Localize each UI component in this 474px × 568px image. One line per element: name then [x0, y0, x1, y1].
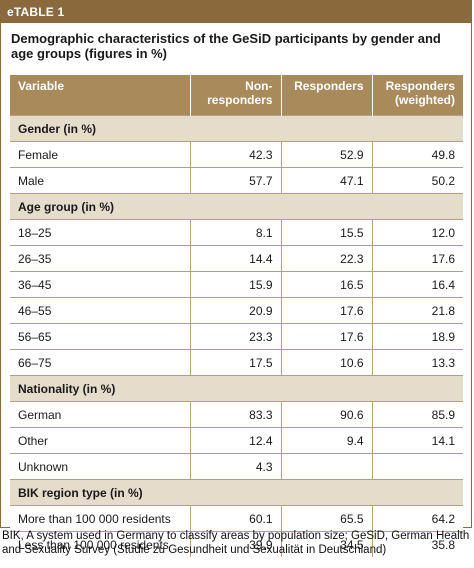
value-nonresponders: 15.9	[189, 271, 281, 298]
value-responders: 9.4	[280, 427, 372, 454]
value-responders: 34.5	[280, 531, 372, 557]
header-variable: Variable	[10, 75, 190, 116]
value-nonresponders: 42.3	[189, 141, 281, 168]
row-label: Unknown	[10, 453, 190, 480]
table-caption: Demographic characteristics of the GeSiD…	[11, 31, 441, 61]
table-row: 66–75 17.5 10.6 13.3	[10, 349, 463, 376]
table-frame: eTABLE 1 Demographic characteristics of …	[0, 0, 472, 557]
table-row: Less than 100 000 residents 39.9 34.5 35.8	[10, 531, 463, 557]
table-row: Other 12.4 9.4 14.1	[10, 427, 463, 454]
row-label: 56–65	[10, 323, 190, 350]
table-row: German 83.3 90.6 85.9	[10, 401, 463, 428]
value-responders-weighted: 17.6	[371, 245, 463, 272]
value-responders-weighted: 13.3	[371, 349, 463, 376]
value-responders: 65.5	[280, 505, 372, 532]
value-responders: 22.3	[280, 245, 372, 272]
table-row: 46–55 20.9 17.6 21.8	[10, 297, 463, 324]
value-responders	[280, 453, 372, 480]
row-label: 66–75	[10, 349, 190, 376]
header-responders: Responders	[280, 75, 372, 116]
value-nonresponders: 60.1	[189, 505, 281, 532]
value-responders-weighted: 49.8	[371, 141, 463, 168]
section-title: BIK region type (in %)	[10, 479, 463, 506]
row-label: 18–25	[10, 219, 190, 246]
value-nonresponders: 17.5	[189, 349, 281, 376]
row-label: Male	[10, 167, 190, 194]
table-row: 36–45 15.9 16.5 16.4	[10, 271, 463, 298]
value-responders: 17.6	[280, 323, 372, 350]
demographics-table: Variable Non- responders Responders Resp…	[10, 75, 463, 557]
header-responders-weighted: Responders (weighted)	[371, 75, 463, 116]
row-label: 26–35	[10, 245, 190, 272]
section-title: Nationality (in %)	[10, 375, 463, 402]
row-label: Other	[10, 427, 190, 454]
section-row: Nationality (in %)	[10, 375, 463, 402]
value-responders-weighted: 85.9	[371, 401, 463, 428]
value-responders-weighted	[371, 453, 463, 480]
table-row: 18–25 8.1 15.5 12.0	[10, 219, 463, 246]
table-row: 26–35 14.4 22.3 17.6	[10, 245, 463, 272]
table-footnote: BIK, A system used in Germany to classif…	[2, 530, 470, 556]
value-responders: 47.1	[280, 167, 372, 194]
section-row: Gender (in %)	[10, 115, 463, 142]
value-responders: 90.6	[280, 401, 372, 428]
value-responders-weighted: 18.9	[371, 323, 463, 350]
section-title: Age group (in %)	[10, 193, 463, 220]
value-responders: 10.6	[280, 349, 372, 376]
row-label: Less than 100 000 residents	[10, 531, 190, 557]
row-label: German	[10, 401, 190, 428]
value-nonresponders: 57.7	[189, 167, 281, 194]
row-label: More than 100 000 residents	[10, 505, 190, 532]
row-label: 36–45	[10, 271, 190, 298]
value-responders-weighted: 21.8	[371, 297, 463, 324]
value-nonresponders: 23.3	[189, 323, 281, 350]
value-responders-weighted: 50.2	[371, 167, 463, 194]
header-nonresponders: Non- responders	[189, 75, 281, 116]
value-responders-weighted: 14.1	[371, 427, 463, 454]
table-row: 56–65 23.3 17.6 18.9	[10, 323, 463, 350]
table-row: Female 42.3 52.9 49.8	[10, 141, 463, 168]
section-row: Age group (in %)	[10, 193, 463, 220]
value-responders-weighted: 12.0	[371, 219, 463, 246]
value-responders: 52.9	[280, 141, 372, 168]
row-label: 46–55	[10, 297, 190, 324]
value-responders: 16.5	[280, 271, 372, 298]
table-row: Unknown 4.3	[10, 453, 463, 480]
value-nonresponders: 20.9	[189, 297, 281, 324]
table-row: Male 57.7 47.1 50.2	[10, 167, 463, 194]
table-row: More than 100 000 residents 60.1 65.5 64.2	[10, 505, 463, 532]
section-title: Gender (in %)	[10, 115, 463, 142]
table-label: eTABLE 1	[1, 1, 471, 23]
section-row: BIK region type (in %)	[10, 479, 463, 506]
value-responders-weighted: 16.4	[371, 271, 463, 298]
value-nonresponders: 8.1	[189, 219, 281, 246]
value-nonresponders: 4.3	[189, 453, 281, 480]
value-responders: 17.6	[280, 297, 372, 324]
value-responders-weighted: 35.8	[371, 531, 463, 557]
row-label: Female	[10, 141, 190, 168]
value-responders-weighted: 64.2	[371, 505, 463, 532]
value-nonresponders: 14.4	[189, 245, 281, 272]
table-wrapper: Variable Non- responders Responders Resp…	[10, 75, 463, 557]
value-responders: 15.5	[280, 219, 372, 246]
value-nonresponders: 39.9	[189, 531, 281, 557]
header-row: Variable Non- responders Responders Resp…	[10, 75, 463, 116]
value-nonresponders: 12.4	[189, 427, 281, 454]
value-nonresponders: 83.3	[189, 401, 281, 428]
table-body: Gender (in %) Female 42.3 52.9 49.8 Male 57.7 4…	[10, 115, 463, 557]
